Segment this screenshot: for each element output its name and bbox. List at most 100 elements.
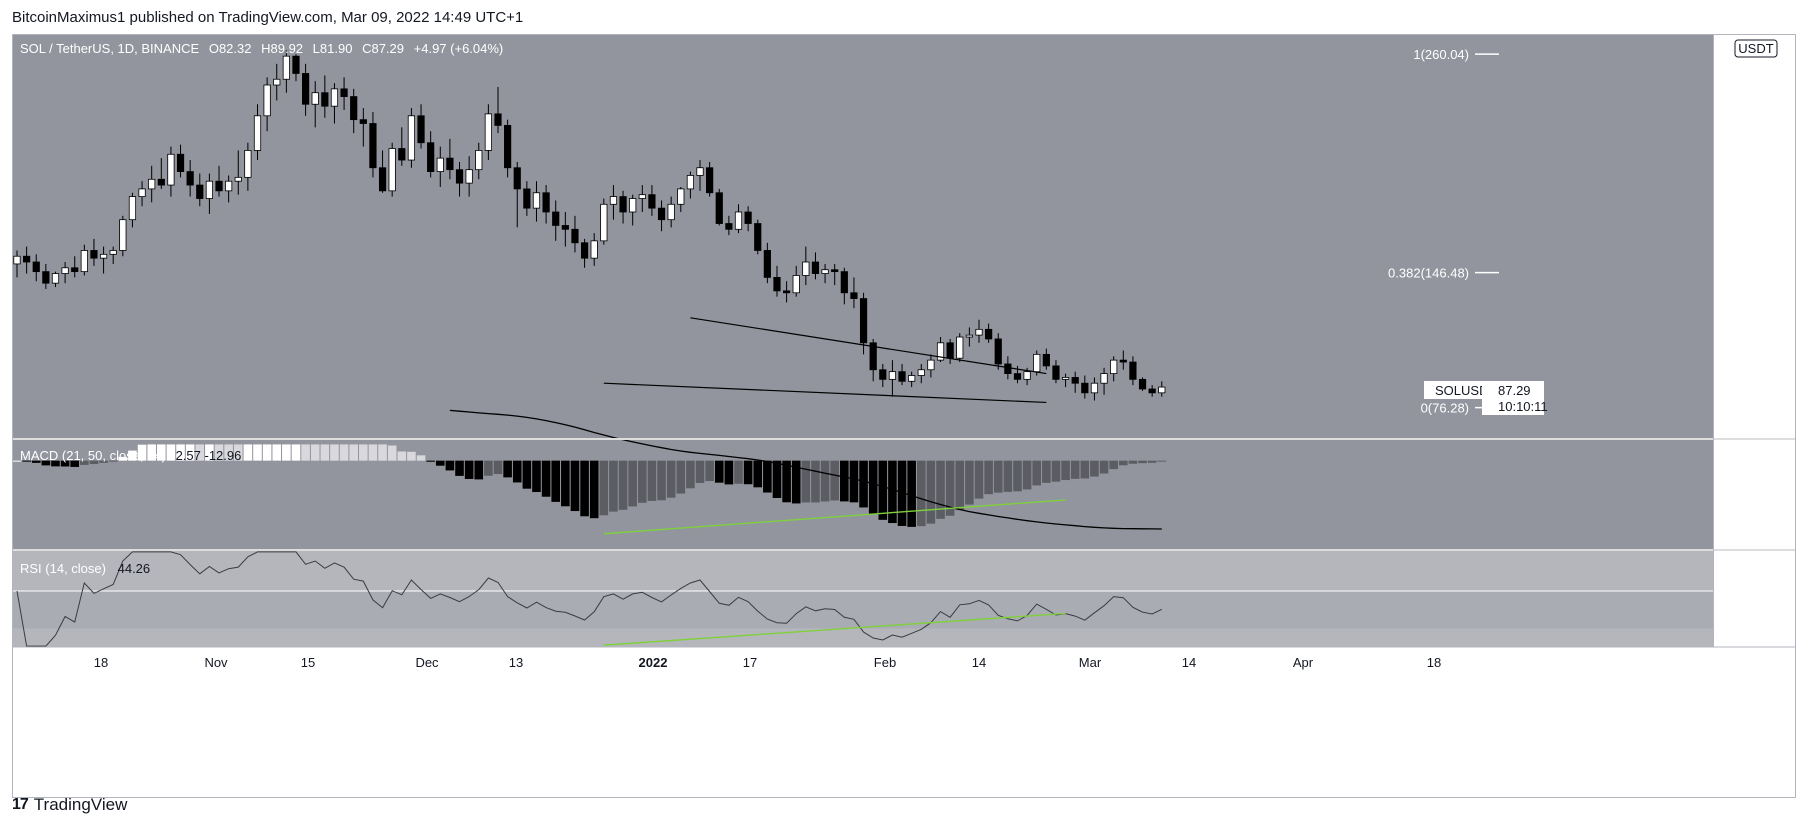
price-tick-label: 180.00 (1733, 201, 1773, 216)
candle-body (773, 276, 781, 292)
candle-body (99, 253, 108, 259)
macd-histogram-bar (128, 450, 137, 461)
macd-histogram-bar (99, 460, 108, 463)
macd-histogram-bar (147, 444, 156, 461)
macd-legend[interactable]: MACD (21, 50, close, 34) 2.57 -12.96 (20, 448, 241, 463)
candle-body (619, 196, 627, 213)
macd-histogram-bar (840, 460, 849, 502)
macd-histogram-bar (772, 460, 782, 498)
macd-histogram-bar (1128, 460, 1138, 464)
macd-histogram-bar (859, 460, 868, 508)
candle-body (956, 336, 964, 359)
rsi-legend[interactable]: RSI (14, close) 44.26 (20, 561, 150, 576)
macd-histogram-bar (397, 451, 407, 461)
macd-histogram-bar (657, 460, 666, 501)
last-price-label[interactable]: SOLUSDT 87.29 10:10:11 (1424, 381, 1548, 415)
candle-body (234, 176, 242, 182)
macd-histogram-bar (1147, 460, 1157, 463)
rsi-tick-label: 60.00 (1737, 565, 1770, 580)
macd-histogram-bar (974, 460, 984, 499)
candle-body (330, 88, 339, 107)
macd-histogram-bar (1032, 460, 1042, 486)
ohlc-close: 87.29 (371, 41, 404, 56)
rsi-value: 44.26 (118, 561, 151, 576)
candle-body (1110, 359, 1118, 374)
wedge-upper-trendline[interactable] (690, 317, 1047, 375)
macd-histogram-bar (368, 444, 378, 461)
candle-body (888, 371, 897, 380)
macd-histogram-bar (1109, 460, 1118, 470)
macd-tick-label: −20.00 (1733, 508, 1773, 523)
price-axis[interactable]: 260.00240.00220.00200.00180.00160.00140.… (1733, 47, 1773, 370)
time-tick-label: Nov (204, 655, 228, 670)
macd-histogram-bar (185, 444, 195, 461)
time-axis[interactable]: 18 Nov 15 Dec 13 2022 17 Feb 14 Mar 14 Apr 18 (94, 655, 1441, 670)
macd-histogram-bar (1157, 460, 1167, 462)
price-tick-label: 160.00 (1733, 240, 1773, 255)
macd-histogram-bar (628, 460, 637, 507)
candle-body (1148, 388, 1156, 394)
candle-body (350, 96, 358, 121)
macd-histogram-bar (310, 444, 320, 461)
candle-body (532, 192, 541, 209)
candle-body (1071, 377, 1079, 384)
currency-label[interactable]: USDT (1734, 39, 1778, 58)
candle-body (706, 167, 714, 194)
candle-body (128, 196, 137, 221)
candle-body (273, 78, 281, 86)
macd-histogram-bar (243, 444, 253, 461)
macd-axis[interactable]: 0.00 −20.00 (1733, 454, 1773, 523)
candle-body (244, 150, 252, 178)
rsi-axis[interactable]: 60.00 40.00 20.00 (1737, 565, 1770, 649)
time-tick-label: Dec (415, 655, 439, 670)
price-tick-label: 220.00 (1733, 124, 1773, 139)
candle-body (802, 261, 810, 276)
macd-histogram-bar (753, 460, 763, 488)
macd-histogram-bar (118, 456, 128, 461)
macd-histogram-bar (320, 444, 330, 461)
time-tick-label: 17 (743, 655, 757, 670)
currency-text: USDT (1738, 41, 1773, 56)
chart-frame[interactable]: 1(260.04)0.382(146.48)0(76.28) 260.00240… (12, 34, 1796, 798)
candle-body (869, 342, 877, 371)
macd-signal-line (449, 409, 1162, 530)
candle-body (436, 157, 444, 172)
tradingview-logo[interactable]: 17 TradingView (12, 795, 127, 815)
macd-histogram-bar (570, 460, 580, 512)
macd-histogram-bar (1070, 460, 1080, 479)
candle-body (734, 211, 743, 230)
macd-histogram-bar (349, 444, 358, 461)
macd-histogram-bar (60, 460, 70, 467)
candle-body (1023, 371, 1031, 380)
candle-body (696, 167, 704, 176)
candle-body (475, 150, 483, 171)
chart-canvas[interactable]: 1(260.04)0.382(146.48)0(76.28) 260.00240… (13, 35, 1797, 799)
candle-body (783, 290, 791, 294)
candle-body (205, 180, 213, 199)
macd-histogram-bar (166, 444, 176, 461)
candle-body (917, 369, 925, 376)
candle-body (667, 203, 675, 221)
candle-body (859, 298, 868, 344)
macd-histogram-bar (272, 444, 282, 461)
candle-body (378, 167, 387, 192)
ohlc-high: 89.92 (271, 41, 304, 56)
time-tick-label: 18 (1427, 655, 1441, 670)
candle-body (850, 292, 858, 299)
macd-histogram-bar (387, 445, 397, 461)
candle-body (407, 115, 416, 161)
candle-body (311, 92, 319, 105)
candle-body (61, 267, 69, 274)
candle-body (1081, 382, 1089, 394)
candle-body (504, 125, 512, 169)
symbol-legend[interactable]: SOL / TetherUS, 1D, BINANCE O82.32 H89.9… (20, 41, 503, 56)
wedge-lower-trendline[interactable] (603, 382, 1047, 404)
macd-histogram-bar (214, 444, 224, 461)
macd-histogram-bar (484, 460, 493, 476)
tradingview-logo-icon: 17 (12, 796, 29, 813)
candle-body (879, 369, 887, 380)
macd-histogram-bar (705, 460, 714, 482)
candle-body (609, 196, 618, 205)
candle-body (494, 113, 502, 126)
ohlc-open-key: O (209, 41, 219, 56)
